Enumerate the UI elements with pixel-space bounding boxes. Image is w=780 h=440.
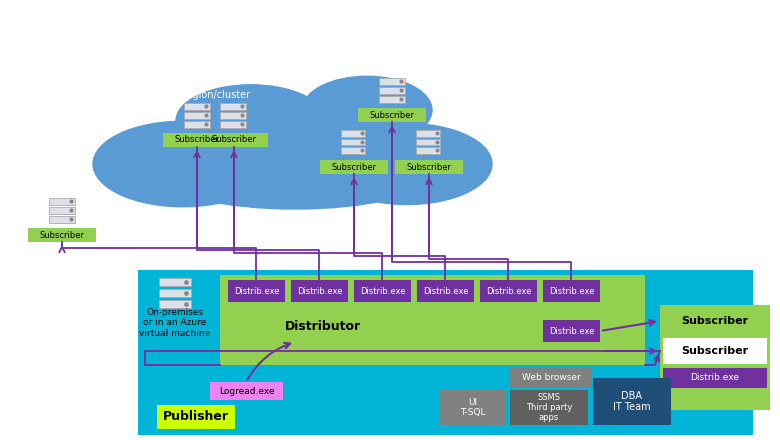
Text: Subscriber: Subscriber xyxy=(40,231,84,239)
FancyBboxPatch shape xyxy=(663,308,767,334)
Text: Region/cluster: Region/cluster xyxy=(360,65,430,75)
FancyBboxPatch shape xyxy=(184,103,210,110)
FancyBboxPatch shape xyxy=(163,133,231,147)
FancyBboxPatch shape xyxy=(159,278,190,286)
FancyBboxPatch shape xyxy=(660,305,770,410)
FancyBboxPatch shape xyxy=(200,133,268,147)
Text: Subscriber: Subscriber xyxy=(682,316,749,326)
Text: Distrib.exe: Distrib.exe xyxy=(423,286,468,296)
Ellipse shape xyxy=(322,124,492,205)
Ellipse shape xyxy=(155,106,435,205)
FancyBboxPatch shape xyxy=(159,289,190,297)
FancyBboxPatch shape xyxy=(291,280,348,302)
Text: Distrib.exe: Distrib.exe xyxy=(296,286,342,296)
Text: Subscriber: Subscriber xyxy=(406,162,452,172)
Text: Region/cluster: Region/cluster xyxy=(27,185,97,195)
Text: Web browser: Web browser xyxy=(522,374,580,382)
Text: Distrib.exe: Distrib.exe xyxy=(549,286,594,296)
FancyBboxPatch shape xyxy=(159,300,190,308)
Text: Distributor: Distributor xyxy=(285,320,361,334)
Text: UI
T-SQL: UI T-SQL xyxy=(459,398,485,417)
FancyBboxPatch shape xyxy=(49,216,75,223)
FancyBboxPatch shape xyxy=(341,147,365,154)
Text: Distrib.exe: Distrib.exe xyxy=(234,286,279,296)
FancyBboxPatch shape xyxy=(210,382,283,400)
FancyBboxPatch shape xyxy=(341,139,365,145)
FancyBboxPatch shape xyxy=(510,390,588,425)
Text: Subscriber: Subscriber xyxy=(175,136,219,144)
FancyBboxPatch shape xyxy=(395,160,463,174)
FancyBboxPatch shape xyxy=(28,228,96,242)
Text: SSMS
Third party
apps: SSMS Third party apps xyxy=(526,392,573,422)
FancyBboxPatch shape xyxy=(157,405,235,429)
Text: Distrib.exe: Distrib.exe xyxy=(360,286,406,296)
FancyBboxPatch shape xyxy=(543,320,600,342)
FancyBboxPatch shape xyxy=(138,270,753,435)
FancyBboxPatch shape xyxy=(416,130,441,137)
Text: Publisher: Publisher xyxy=(163,411,229,423)
FancyBboxPatch shape xyxy=(341,130,365,137)
Text: Logread.exe: Logread.exe xyxy=(218,386,275,396)
FancyBboxPatch shape xyxy=(220,121,246,128)
FancyBboxPatch shape xyxy=(417,280,474,302)
Text: Subscriber: Subscriber xyxy=(682,346,749,356)
Text: Azure SQL Database: Azure SQL Database xyxy=(132,35,289,50)
FancyBboxPatch shape xyxy=(416,147,441,154)
Ellipse shape xyxy=(165,146,425,209)
FancyBboxPatch shape xyxy=(358,108,426,122)
Text: Distrib.exe: Distrib.exe xyxy=(549,326,594,335)
Text: On-premises
or in an Azure
virtual machine: On-premises or in an Azure virtual machi… xyxy=(140,308,211,338)
FancyBboxPatch shape xyxy=(416,139,441,145)
Ellipse shape xyxy=(93,121,273,207)
FancyBboxPatch shape xyxy=(228,280,285,302)
Text: Subscriber: Subscriber xyxy=(332,162,377,172)
Text: Distrib.exe: Distrib.exe xyxy=(690,374,739,382)
FancyBboxPatch shape xyxy=(184,112,210,119)
FancyBboxPatch shape xyxy=(510,368,592,388)
FancyBboxPatch shape xyxy=(593,378,671,425)
Text: Subscriber: Subscriber xyxy=(211,136,257,144)
FancyBboxPatch shape xyxy=(354,280,411,302)
Ellipse shape xyxy=(176,85,326,157)
FancyBboxPatch shape xyxy=(379,96,405,103)
FancyBboxPatch shape xyxy=(663,368,767,388)
FancyBboxPatch shape xyxy=(320,160,388,174)
Ellipse shape xyxy=(302,76,432,144)
FancyBboxPatch shape xyxy=(379,87,405,94)
FancyBboxPatch shape xyxy=(184,121,210,128)
FancyBboxPatch shape xyxy=(49,198,75,205)
Text: Subscriber: Subscriber xyxy=(370,110,414,120)
FancyBboxPatch shape xyxy=(663,338,767,364)
Text: Distrib.exe: Distrib.exe xyxy=(486,286,531,296)
FancyBboxPatch shape xyxy=(480,280,537,302)
FancyBboxPatch shape xyxy=(220,112,246,119)
FancyBboxPatch shape xyxy=(543,280,600,302)
Text: DBA
IT Team: DBA IT Team xyxy=(613,391,651,412)
Text: Region/cluster: Region/cluster xyxy=(180,90,250,100)
FancyBboxPatch shape xyxy=(440,390,505,425)
FancyBboxPatch shape xyxy=(49,207,75,214)
FancyBboxPatch shape xyxy=(220,103,246,110)
FancyBboxPatch shape xyxy=(379,78,405,85)
FancyBboxPatch shape xyxy=(220,275,645,365)
